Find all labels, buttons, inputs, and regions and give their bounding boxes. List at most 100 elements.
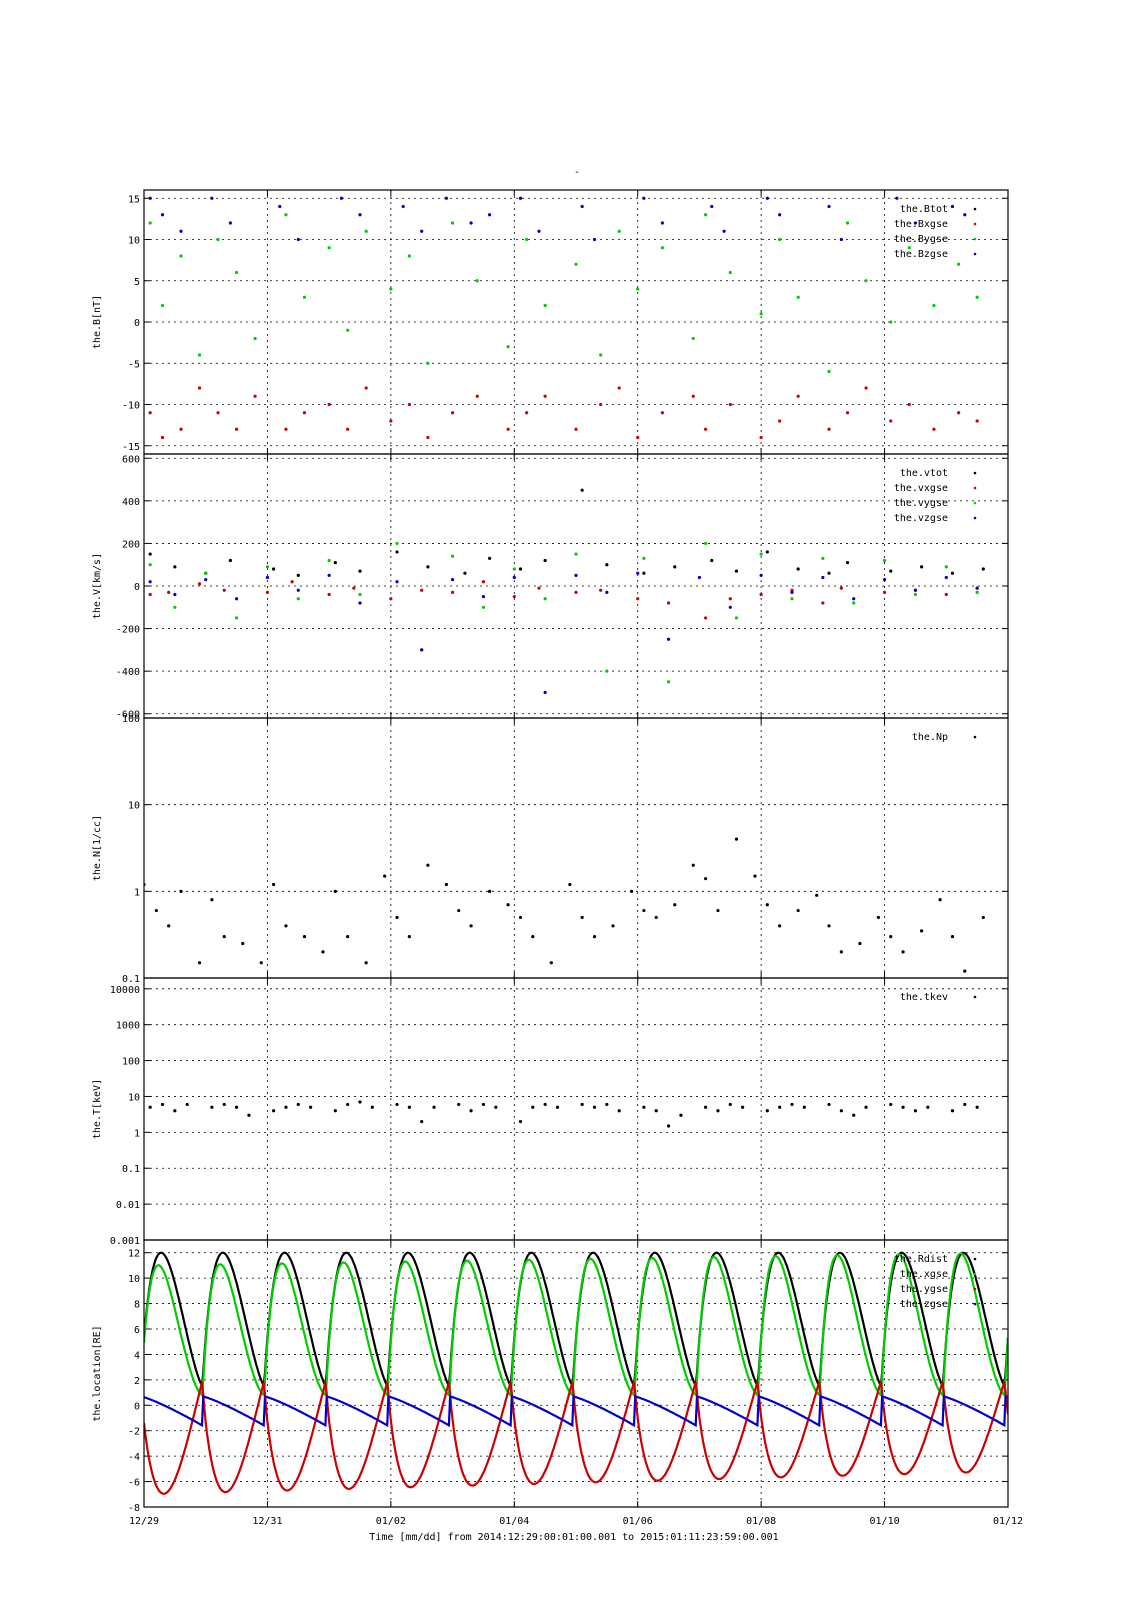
data-point xyxy=(950,571,955,575)
data-point xyxy=(346,328,350,332)
data-point xyxy=(327,573,331,577)
data-point xyxy=(401,204,405,209)
data-point xyxy=(543,558,547,563)
data-point xyxy=(839,1109,843,1113)
data-point xyxy=(185,1102,189,1107)
data-point xyxy=(358,592,362,597)
data-point xyxy=(450,411,455,415)
data-point xyxy=(734,569,739,573)
data-point xyxy=(734,837,739,841)
data-point xyxy=(592,1105,597,1109)
data-point xyxy=(265,575,270,580)
legend-label: the.vygse xyxy=(894,498,948,509)
legend-marker xyxy=(973,1257,977,1261)
data-point xyxy=(173,592,177,597)
data-point xyxy=(697,575,702,580)
y-tick-label: 1000 xyxy=(116,1021,140,1032)
y-tick-label: 0.001 xyxy=(110,1236,140,1247)
series-line-2 xyxy=(144,1252,1008,1398)
data-point xyxy=(845,221,850,225)
data-point xyxy=(704,541,708,546)
data-point xyxy=(574,590,578,594)
legend-marker xyxy=(973,1287,977,1291)
data-point xyxy=(296,588,300,592)
data-point xyxy=(765,196,769,200)
data-point xyxy=(938,898,942,902)
data-point xyxy=(778,1105,782,1109)
data-point xyxy=(327,558,331,563)
data-point xyxy=(179,229,183,233)
y-tick-label: 0.1 xyxy=(122,974,140,985)
data-point xyxy=(518,567,523,571)
x-tick-label: 01/08 xyxy=(746,1516,776,1527)
figure-title: - xyxy=(574,167,580,178)
y-tick-label: -5 xyxy=(128,359,140,370)
data-point xyxy=(913,221,918,225)
data-point xyxy=(148,411,152,415)
data-point xyxy=(845,560,850,565)
data-point xyxy=(858,941,862,946)
data-point xyxy=(457,1102,461,1107)
data-point xyxy=(234,616,239,620)
data-point xyxy=(407,254,411,258)
y-tick-label: 0.01 xyxy=(116,1200,140,1211)
y-tick-label: 0 xyxy=(134,318,140,329)
series-3 xyxy=(148,541,979,684)
data-point xyxy=(605,1102,609,1107)
data-point xyxy=(574,573,578,577)
y-tick-label: -8 xyxy=(128,1503,140,1514)
data-point xyxy=(765,1109,769,1113)
data-point xyxy=(728,402,732,407)
series-2 xyxy=(148,213,979,374)
data-point xyxy=(636,435,640,440)
data-point xyxy=(432,1105,436,1109)
data-point xyxy=(284,427,288,431)
data-point xyxy=(327,246,331,250)
y-tick-label: -15 xyxy=(122,442,140,453)
y-tick-label: 100 xyxy=(122,1057,140,1068)
data-point xyxy=(889,419,893,423)
data-point xyxy=(568,882,572,887)
panel-5: -8 -6 -4 -2 0 2 4 6 8 10 12 the.location[RE] the.Rdi… xyxy=(92,1239,1009,1514)
y-tick-label: 1 xyxy=(134,1128,140,1139)
data-point xyxy=(450,554,455,558)
data-point xyxy=(728,270,732,275)
data-point xyxy=(358,213,362,217)
data-point xyxy=(179,889,183,893)
legend: the.tkev xyxy=(900,992,977,1003)
data-point xyxy=(778,237,782,242)
data-point xyxy=(296,573,300,577)
data-point xyxy=(358,601,362,605)
data-point xyxy=(253,394,257,398)
data-point xyxy=(778,213,782,217)
data-point xyxy=(642,571,646,575)
data-point xyxy=(537,229,541,233)
data-point xyxy=(148,580,152,584)
data-point xyxy=(420,648,424,652)
data-point xyxy=(728,597,732,601)
data-point xyxy=(636,571,640,575)
data-point xyxy=(716,1109,720,1113)
data-point xyxy=(852,601,856,605)
legend-marker xyxy=(973,222,977,226)
data-point xyxy=(469,221,473,225)
data-point xyxy=(932,427,936,431)
data-point xyxy=(975,295,979,299)
x-tick-labels: 12/29 12/31 01/02 01/04 01/06 01/08 01/10 01/12 xyxy=(129,1516,1023,1527)
data-point xyxy=(296,1102,300,1107)
data-point xyxy=(950,935,955,939)
data-point xyxy=(901,950,905,954)
data-point xyxy=(580,488,584,492)
data-point xyxy=(469,1109,473,1113)
data-point xyxy=(518,915,523,920)
y-tick-label: -200 xyxy=(116,625,140,636)
data-point xyxy=(543,597,547,601)
panel-4: 0.001 0.01 0.1 1 10 100 1000 10000 the.T[keV] the… xyxy=(92,977,1009,1247)
data-point xyxy=(204,571,208,575)
data-point xyxy=(617,386,621,390)
data-point xyxy=(759,573,763,577)
y-tick-label: -600 xyxy=(116,710,140,721)
data-point xyxy=(963,969,967,973)
legend-marker xyxy=(973,486,977,490)
y-tick-label: 12 xyxy=(128,1249,140,1260)
